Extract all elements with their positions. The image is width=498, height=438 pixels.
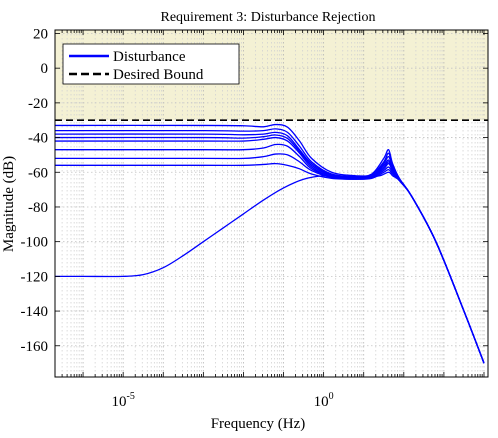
y-tick-label: -40 — [28, 131, 48, 147]
plot-area — [54, 29, 489, 378]
y-tick-label: -80 — [28, 200, 48, 216]
y-tick-label: -100 — [21, 235, 49, 251]
x-tick-label: 10-5 — [111, 391, 134, 410]
disturbance-curve — [55, 171, 485, 364]
legend-label-desired-bound: Desired Bound — [113, 67, 204, 83]
y-tick-label: 0 — [41, 61, 49, 77]
y-ticks: 20 0 -20 -40 -60 -80 -100 -120 -140 -160 — [21, 26, 488, 355]
y-axis-label: Magnitude (dB) — [1, 156, 17, 252]
legend-label-disturbance: Disturbance — [113, 49, 186, 65]
x-ticks: 10-5 100 — [54, 30, 485, 410]
y-tick-label: -140 — [21, 304, 49, 320]
y-tick-label: -20 — [28, 96, 48, 112]
x-axis-label: Frequency (Hz) — [211, 416, 306, 432]
y-tick-label: -120 — [21, 269, 49, 285]
chart-title: Requirement 3: Disturbance Rejection — [161, 10, 376, 25]
y-tick-label: 20 — [33, 26, 48, 42]
legend-box — [62, 43, 240, 85]
y-tick-label: -60 — [28, 165, 48, 181]
x-tick-label: 100 — [314, 391, 334, 410]
disturbance-curves — [55, 123, 485, 364]
y-tick-label: -160 — [21, 339, 49, 355]
legend: Disturbance Desired Bound — [62, 43, 240, 85]
